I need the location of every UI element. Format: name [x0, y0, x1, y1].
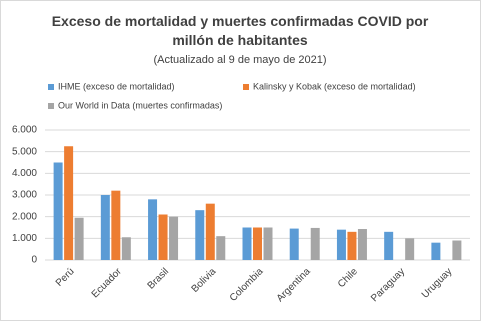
bar [336, 229, 346, 260]
y-tick-label: 3.000 [12, 190, 37, 201]
bar [431, 242, 441, 260]
bar [74, 217, 84, 260]
bar [195, 210, 205, 260]
y-tick-label: 5.000 [12, 146, 37, 157]
bar [310, 227, 320, 260]
bar [289, 228, 299, 260]
legend-label: Kalinsky y Kobak (exceso de mortalidad) [253, 81, 416, 91]
y-tick-label: 6.000 [12, 125, 37, 136]
legend-swatch [48, 103, 54, 109]
bar [205, 203, 215, 260]
bar [121, 237, 131, 260]
legend-swatch [48, 84, 54, 90]
bar [64, 146, 74, 260]
chart-title: Exceso de mortalidad y muertes confirmad… [52, 13, 429, 48]
bar [452, 240, 462, 260]
bar [347, 231, 357, 260]
y-tick-label: 2.000 [12, 211, 37, 222]
bar [242, 227, 252, 260]
bar [53, 162, 63, 260]
legend-label: Our World in Data (muertes confirmadas) [58, 100, 222, 110]
y-tick-label: 4.000 [12, 168, 37, 179]
bar [158, 214, 168, 260]
legend-swatch [243, 84, 249, 90]
bar [357, 229, 367, 260]
bar [263, 227, 273, 260]
bar [148, 199, 158, 260]
legend-label: IHME (exceso de mortalidad) [58, 81, 175, 91]
bar [111, 190, 121, 260]
bar [216, 236, 226, 260]
y-tick-label: 0 [31, 255, 37, 266]
chart-subtitle: (Actualizado al 9 de mayo de 2021) [153, 54, 326, 66]
bar [405, 238, 415, 260]
bar [100, 195, 110, 260]
bar [253, 227, 262, 260]
bar [384, 231, 394, 260]
y-tick-label: 1.000 [12, 233, 37, 244]
bar [169, 216, 179, 260]
